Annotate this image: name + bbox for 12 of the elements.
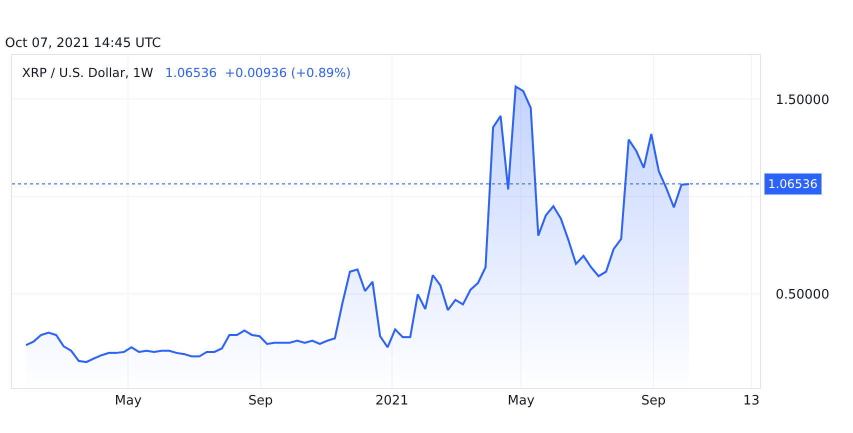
- y-tick-label: 1.50000: [776, 92, 830, 108]
- x-tick-label: May: [508, 394, 535, 409]
- text: 1.06536 +0.00936 (+0.89%): [165, 65, 351, 80]
- ref-line-label: 1.06536: [768, 177, 818, 191]
- x-tick-label: 13: [743, 394, 760, 409]
- y-tick-label: 0.50000: [776, 288, 830, 303]
- text: Oct 07, 2021 14:45 UTC: [5, 36, 161, 51]
- x-tick-label: May: [114, 394, 142, 409]
- text: XRP / U.S. Dollar, 1W: [22, 65, 154, 80]
- x-tick-label: Sep: [641, 394, 666, 409]
- x-tick-label: 2021: [375, 394, 408, 409]
- x-tick-label: Sep: [248, 394, 273, 409]
